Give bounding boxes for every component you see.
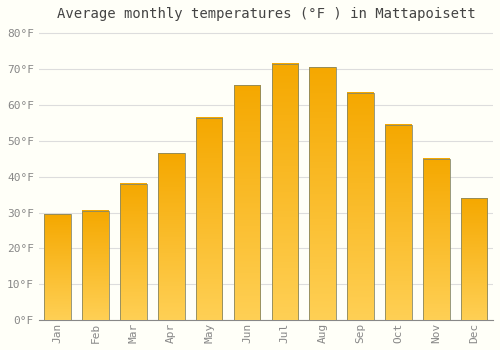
Bar — [158, 153, 184, 320]
Bar — [120, 184, 146, 320]
Bar — [82, 211, 109, 320]
Bar — [196, 118, 222, 320]
Bar — [461, 198, 487, 320]
Bar — [234, 85, 260, 320]
Title: Average monthly temperatures (°F ) in Mattapoisett: Average monthly temperatures (°F ) in Ma… — [56, 7, 476, 21]
Bar — [44, 214, 71, 320]
Bar — [348, 92, 374, 320]
Bar — [423, 159, 450, 320]
Bar — [310, 68, 336, 320]
Bar — [272, 64, 298, 320]
Bar — [385, 125, 411, 320]
